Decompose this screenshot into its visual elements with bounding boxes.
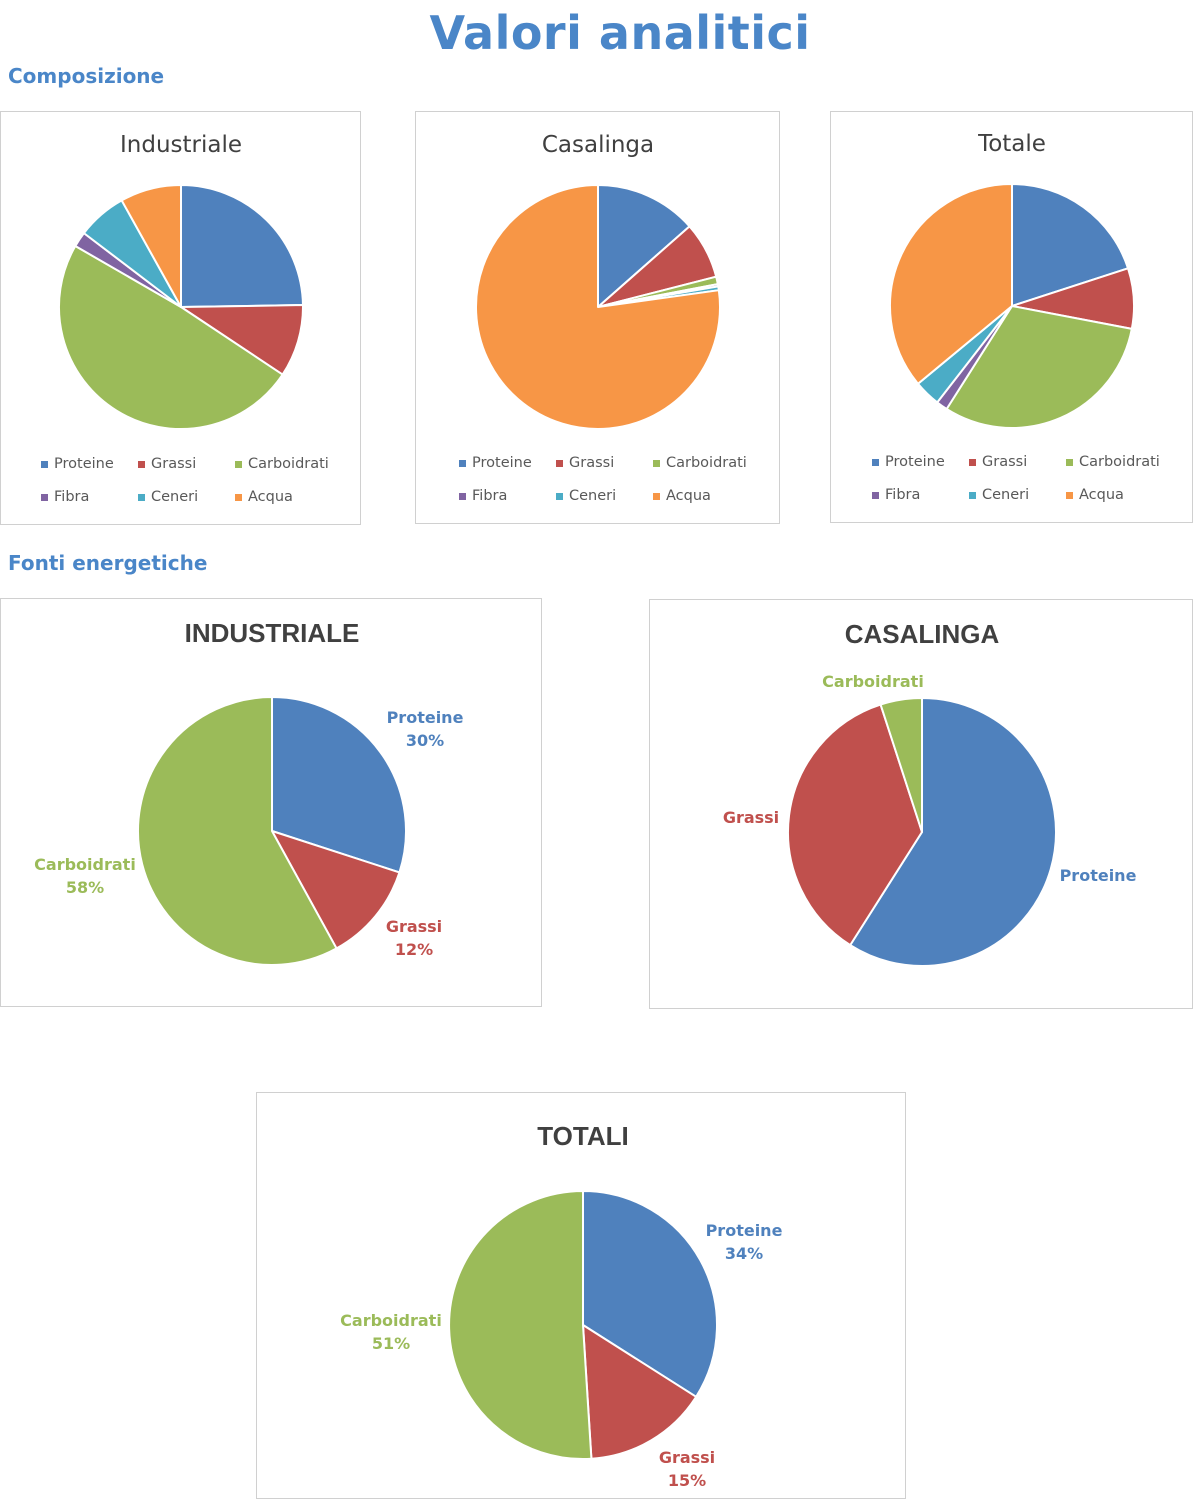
chart-energy-casalinga: CASALINGA Proteine Grassi Carboidrati	[649, 599, 1193, 1009]
section-title-composition: Composizione	[8, 64, 165, 88]
section-title-energy: Fonti energetiche	[8, 551, 208, 575]
data-label-proteine: Proteine	[1060, 866, 1137, 885]
legend-swatch-carboidrati	[235, 461, 242, 468]
legend-swatch-acqua	[235, 494, 242, 501]
chart-title: Totale	[977, 131, 1046, 157]
pie-slice-proteine	[597, 184, 691, 308]
pie-slice-carboidrati	[879, 697, 923, 833]
legend-swatch-grassi	[138, 461, 145, 468]
legend-swatch-grassi	[556, 460, 563, 467]
data-label-carboidrati: Carboidrati	[822, 672, 924, 691]
legend-swatch-acqua	[1066, 492, 1073, 499]
legend-swatch-ceneri	[138, 494, 145, 501]
pie-slice-proteine	[849, 697, 1057, 967]
legend-swatch-proteine	[41, 461, 48, 468]
pie-slice-proteine	[271, 696, 407, 874]
chart-title: CASALINGA	[845, 619, 1000, 649]
pie-slice-grassi	[787, 703, 923, 947]
legend-label-grassi: Grassi	[151, 456, 196, 472]
legend-label-fibra: Fibra	[885, 487, 920, 503]
legend-label-proteine: Proteine	[472, 455, 532, 471]
legend-label-grassi: Grassi	[982, 454, 1027, 470]
pie-slice-grassi	[271, 830, 401, 950]
data-label-grassi: Grassi	[723, 808, 779, 827]
legend-swatch-carboidrati	[653, 460, 660, 467]
chart-composition-casalinga: Casalinga Proteine Grassi Carboidrati Fibra C…	[415, 111, 780, 524]
chart-title: Industriale	[120, 132, 242, 158]
pie-slice-acqua	[475, 184, 721, 430]
chart-energy-industriale: INDUSTRIALE Proteine 30% Grassi 12% Carboidra…	[0, 598, 542, 1007]
data-label-grassi: Grassi 15%	[659, 1448, 715, 1490]
pie-slice-carboidrati	[57, 245, 284, 431]
pie-slice-acqua	[889, 183, 1013, 385]
chart-energy-totali: TOTALI Proteine 34% Grassi 15% Carboidrati 51%	[256, 1092, 906, 1499]
legend-label-carboidrati: Carboidrati	[666, 455, 747, 471]
legend-swatch-fibra	[459, 493, 466, 500]
legend-label-acqua: Acqua	[248, 489, 293, 505]
legend-label-proteine: Proteine	[885, 454, 945, 470]
legend-swatch-grassi	[969, 459, 976, 466]
data-label-carboidrati: Carboidrati 51%	[340, 1311, 442, 1353]
data-label-proteine: Proteine 34%	[706, 1221, 783, 1263]
chart-composition-industriale: Industriale Proteine Grassi Carboidrati Fibr…	[0, 111, 361, 525]
pie-slice-grassi	[582, 1324, 698, 1460]
legend-swatch-acqua	[653, 493, 660, 500]
pie-slice-carboidrati	[137, 696, 338, 966]
legend-label-grassi: Grassi	[569, 455, 614, 471]
pie-chart-svg: TOTALI Proteine 34% Grassi 15% Carboidrati 51%	[340, 1121, 783, 1490]
data-label-carboidrati: Carboidrati 58%	[34, 855, 136, 897]
legend-label-acqua: Acqua	[1079, 487, 1124, 503]
legend-swatch-carboidrati	[1066, 459, 1073, 466]
chart-title: INDUSTRIALE	[185, 618, 360, 648]
legend-label-proteine: Proteine	[54, 456, 114, 472]
chart-composition-totale: Totale Proteine Grassi Carboidrati Fibra Cene…	[830, 111, 1193, 523]
pie-slice-acqua	[120, 184, 182, 308]
legend-swatch-fibra	[41, 494, 48, 501]
legend-label-ceneri: Ceneri	[569, 488, 616, 504]
pie-chart-svg: Industriale Proteine Grassi Carboidrati Fibr…	[41, 132, 329, 505]
pie-chart-svg: Totale Proteine Grassi Carboidrati Fibra Cene…	[872, 131, 1160, 503]
legend-swatch-proteine	[459, 460, 466, 467]
legend-label-carboidrati: Carboidrati	[1079, 454, 1160, 470]
page-title: Valori analitici	[429, 6, 811, 60]
pie-slice-proteine	[180, 184, 304, 308]
pie-slice-proteine	[1011, 183, 1130, 307]
chart-title: Casalinga	[542, 132, 654, 158]
chart-title: TOTALI	[537, 1121, 628, 1151]
legend-label-fibra: Fibra	[472, 488, 507, 504]
legend-swatch-ceneri	[556, 493, 563, 500]
data-label-grassi: Grassi 12%	[386, 917, 442, 959]
legend-label-ceneri: Ceneri	[151, 489, 198, 505]
legend-label-carboidrati: Carboidrati	[248, 456, 329, 472]
legend-swatch-fibra	[872, 492, 879, 499]
legend-label-fibra: Fibra	[54, 489, 89, 505]
pie-chart-svg: Casalinga Proteine Grassi Carboidrati Fibra C…	[459, 132, 747, 504]
legend-label-acqua: Acqua	[666, 488, 711, 504]
pie-chart-svg: CASALINGA Proteine Grassi Carboidrati	[723, 619, 1137, 967]
legend-swatch-ceneri	[969, 492, 976, 499]
pie-slice-carboidrati	[448, 1190, 593, 1460]
data-label-proteine: Proteine 30%	[387, 708, 464, 750]
pie-chart-svg: INDUSTRIALE Proteine 30% Grassi 12% Carboidra…	[34, 618, 464, 966]
legend-label-ceneri: Ceneri	[982, 487, 1029, 503]
legend-swatch-proteine	[872, 459, 879, 466]
